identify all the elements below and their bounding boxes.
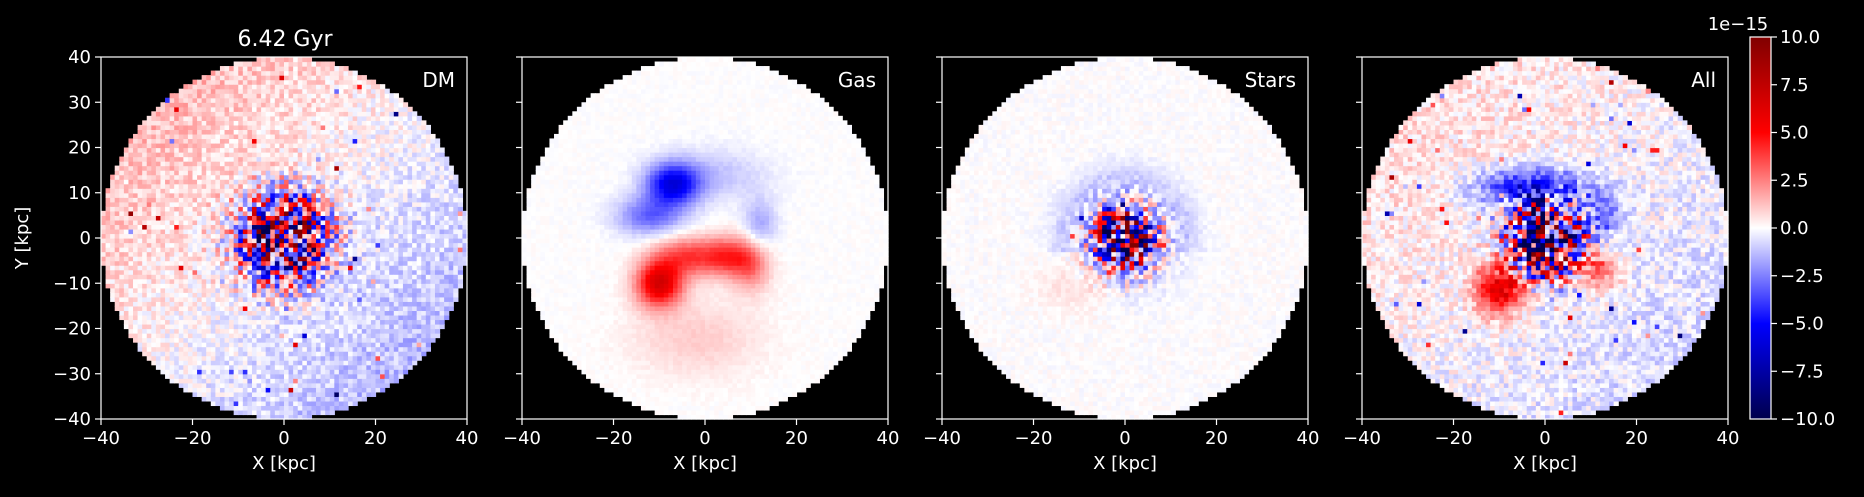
colorbar: 1e−15 10.0 7.5 5.0 2.5 0.0 −2.5 −5.0 −7.5 −10.0	[1708, 14, 1835, 430]
x-tick-label: −40	[82, 428, 120, 449]
panel-stars: −40 −20 0 20 40 X [kpc] Stars	[923, 56, 1320, 474]
x-tick-label: 40	[1717, 428, 1740, 449]
colorbar-tick-label: −7.5	[1780, 361, 1824, 382]
x-axis-label: X [kpc]	[1093, 453, 1157, 474]
y-tick-label: 0	[80, 228, 91, 249]
x-axis-label: X [kpc]	[1513, 453, 1577, 474]
x-axis-label: X [kpc]	[252, 453, 316, 474]
x-tick-label: 20	[785, 428, 808, 449]
x-tick-label: 20	[1625, 428, 1648, 449]
heatmap-cells	[1362, 57, 1729, 420]
figure-title: 6.42 Gyr	[237, 27, 333, 52]
x-tick-label: 20	[364, 428, 387, 449]
x-tick-label: −20	[174, 428, 212, 449]
x-tick-label: −40	[923, 428, 961, 449]
colorbar-tick-label: 10.0	[1780, 27, 1820, 48]
x-tick-label: 40	[877, 428, 900, 449]
x-tick-label: 0	[1539, 428, 1550, 449]
panel-label: DM	[422, 68, 455, 92]
x-tick-label: −40	[1343, 428, 1381, 449]
x-tick-label: 0	[278, 428, 289, 449]
x-tick-label: −40	[503, 428, 541, 449]
y-tick-label: −20	[53, 319, 91, 340]
colorbar-tick-label: 5.0	[1780, 123, 1809, 144]
colorbar-tick-label: −10.0	[1780, 409, 1835, 430]
panel-label: Gas	[838, 68, 876, 92]
colorbar-gradient	[1749, 36, 1772, 420]
heatmap-cells	[101, 57, 468, 420]
panel-label: Stars	[1245, 68, 1296, 92]
x-tick-label: −20	[595, 428, 633, 449]
panel-all: −40 −20 0 20 40 X [kpc] All	[1343, 56, 1740, 474]
x-tick-label: −20	[1435, 428, 1473, 449]
y-tick-label: 10	[68, 183, 91, 204]
y-tick-label: 30	[68, 92, 91, 113]
colorbar-offset-label: 1e−15	[1708, 14, 1769, 35]
panel-gas: −40 −20 0 20 40 X [kpc] Gas	[503, 56, 900, 474]
panel-label: All	[1691, 68, 1716, 92]
x-tick-label: 20	[1205, 428, 1228, 449]
colorbar-tick-label: −5.0	[1780, 314, 1824, 335]
panel-dm: −40 −20 0 20 40 −40 −30 −20 −10 0 10 20 30 40 X [kpc] Y…	[12, 47, 478, 474]
heatmap-cells	[522, 57, 889, 420]
colorbar-tick-label: 2.5	[1780, 170, 1809, 191]
x-tick-label: −20	[1015, 428, 1053, 449]
y-tick-label: 40	[68, 47, 91, 68]
y-axis-label: Y [kpc]	[12, 207, 33, 271]
x-tick-label: 0	[1119, 428, 1130, 449]
x-tick-label: 0	[699, 428, 710, 449]
y-tick-label: −30	[53, 364, 91, 385]
y-tick-label: 20	[68, 138, 91, 159]
heatmap-cells	[942, 57, 1309, 420]
y-tick-label: −10	[53, 273, 91, 294]
y-tick-label: −40	[53, 409, 91, 430]
x-axis-label: X [kpc]	[673, 453, 737, 474]
colorbar-tick-label: −2.5	[1780, 266, 1824, 287]
colorbar-tick-label: 7.5	[1780, 75, 1809, 96]
colorbar-tick-label: 0.0	[1780, 218, 1809, 239]
x-tick-label: 40	[456, 428, 479, 449]
x-tick-label: 40	[1297, 428, 1320, 449]
